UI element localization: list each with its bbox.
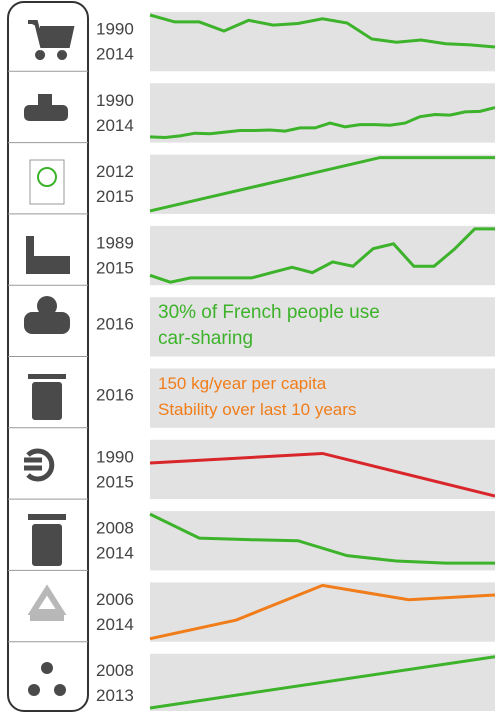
panel xyxy=(150,511,495,571)
year-label: 2012 xyxy=(96,162,134,181)
year-label: 2015 xyxy=(96,187,134,206)
year-label: 2014 xyxy=(96,615,134,634)
year-label: 2013 xyxy=(96,686,134,705)
year-label: 2008 xyxy=(96,661,134,680)
year-label: 2015 xyxy=(96,472,134,491)
year-label: 1990 xyxy=(96,91,134,110)
sparkline xyxy=(149,583,495,641)
row-note: 30% of French people use xyxy=(158,302,380,323)
sparkline xyxy=(149,106,495,139)
sparkline xyxy=(149,451,495,498)
panel xyxy=(150,225,495,286)
sparkline xyxy=(149,655,495,710)
year-label: 2014 xyxy=(96,544,134,563)
year-label: 1989 xyxy=(96,233,134,252)
icons xyxy=(24,20,75,696)
year-label: 2006 xyxy=(96,590,134,609)
sparkline xyxy=(149,227,495,284)
panel xyxy=(150,368,495,428)
panel xyxy=(150,12,495,72)
year-label: 2008 xyxy=(96,519,134,538)
sparkline xyxy=(149,13,495,49)
panel xyxy=(150,297,495,357)
year-label: 2014 xyxy=(96,116,134,135)
year-label: 2016 xyxy=(96,314,134,333)
sparkline xyxy=(149,156,495,213)
year-label: 2015 xyxy=(96,258,134,277)
row-note: Stability over last 10 years xyxy=(158,400,356,419)
row-note: car-sharing xyxy=(158,328,253,349)
year-label: 1990 xyxy=(96,19,134,38)
year-label: 2014 xyxy=(96,44,134,63)
year-label: 1990 xyxy=(96,447,134,466)
panel xyxy=(150,154,495,214)
sparkline xyxy=(149,512,495,565)
row-note: 150 kg/year per capita xyxy=(158,374,327,393)
panel xyxy=(150,582,495,642)
year-label: 2016 xyxy=(96,386,134,405)
panel xyxy=(150,439,495,500)
